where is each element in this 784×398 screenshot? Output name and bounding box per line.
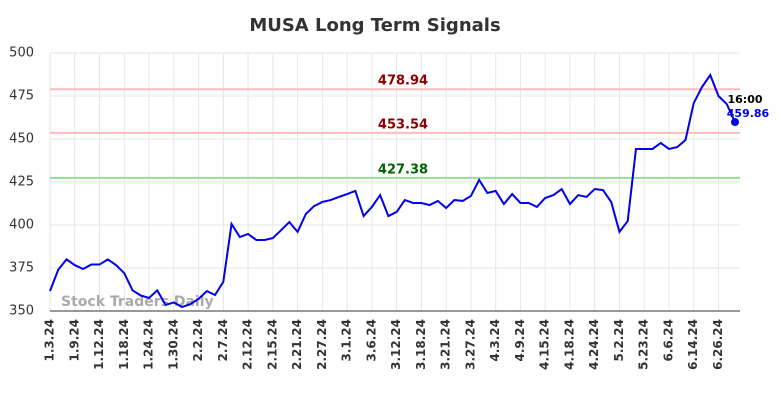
- x-tick-label: 3.1.24: [340, 319, 354, 362]
- y-tick-label: 400: [9, 218, 34, 233]
- x-tick-label: 3.27.24: [463, 319, 477, 370]
- y-tick-label: 475: [9, 89, 34, 104]
- x-tick-label: 3.21.24: [439, 319, 453, 370]
- x-tick-label: 4.15.24: [538, 319, 552, 370]
- signal-label: 427.38: [378, 162, 428, 177]
- x-tick-label: 5.23.24: [637, 319, 651, 370]
- x-tick-label: 3.12.24: [389, 319, 403, 370]
- x-tick-label: 1.18.24: [117, 319, 131, 370]
- last-time: 16:00: [727, 93, 762, 106]
- x-tick-label: 2.12.24: [241, 319, 255, 370]
- signal-label: 478.94: [378, 74, 428, 89]
- signal-label: 453.54: [378, 117, 428, 132]
- x-tick-label: 6.14.24: [686, 319, 700, 370]
- x-tick-label: 6.26.24: [711, 319, 725, 370]
- last-point: [731, 118, 739, 127]
- x-tick-label: 1.30.24: [166, 319, 180, 370]
- x-tick-label: 5.2.24: [612, 319, 626, 362]
- y-tick-label: 425: [9, 175, 34, 190]
- y-tick-label: 500: [9, 46, 34, 61]
- x-tick-label: 2.15.24: [265, 319, 279, 370]
- y-tick-label: 375: [9, 261, 34, 276]
- x-tick-label: 4.24.24: [587, 319, 601, 370]
- x-tick-label: 4.18.24: [562, 319, 576, 370]
- x-tick-label: 2.21.24: [290, 319, 304, 370]
- x-tick-label: 1.3.24: [43, 319, 57, 362]
- x-tick-label: 1.24.24: [142, 319, 156, 370]
- x-tick-label: 3.6.24: [364, 319, 378, 362]
- y-tick-label: 350: [9, 304, 34, 319]
- chart-title: MUSA Long Term Signals: [249, 15, 500, 36]
- last-value: 459.86: [727, 107, 770, 120]
- watermark: Stock Traders Daily: [61, 294, 214, 310]
- x-tick-label: 2.2.24: [191, 319, 205, 362]
- x-tick-label: 4.9.24: [513, 319, 527, 362]
- x-tick-label: 1.9.24: [67, 319, 81, 362]
- price-line: [49, 72, 736, 309]
- x-tick-label: 6.6.24: [661, 319, 675, 362]
- x-tick-label: 2.27.24: [315, 319, 329, 370]
- x-tick-label: 1.12.24: [92, 319, 106, 370]
- x-tick-label: 4.3.24: [488, 319, 502, 362]
- x-tick-label: 2.7.24: [216, 319, 230, 362]
- x-tick-label: 3.18.24: [414, 319, 428, 370]
- y-tick-label: 450: [9, 132, 34, 147]
